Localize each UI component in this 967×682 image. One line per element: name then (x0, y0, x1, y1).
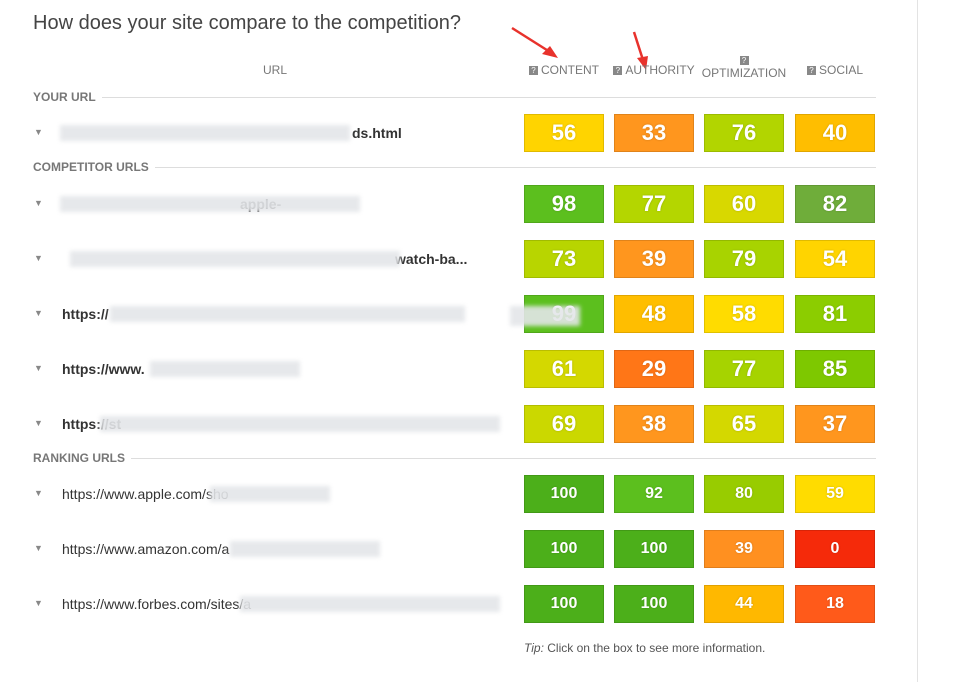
score-box[interactable]: 29 (614, 350, 694, 388)
expand-toggle[interactable]: ▼ (34, 488, 43, 498)
arrow-head (542, 46, 558, 58)
row-url: https:// (62, 306, 109, 322)
score-box[interactable]: 98 (524, 185, 604, 223)
score-box[interactable]: 38 (614, 405, 694, 443)
score-box[interactable]: 58 (704, 295, 784, 333)
score-box[interactable]: 39 (614, 240, 694, 278)
section-divider (131, 458, 876, 459)
score-box[interactable]: 100 (524, 475, 604, 513)
expand-toggle[interactable]: ▼ (34, 418, 43, 428)
annotation-arrows (511, 26, 648, 70)
score-box[interactable]: 69 (524, 405, 604, 443)
help-icon[interactable]: ? (739, 56, 749, 65)
score-box[interactable]: 77 (614, 185, 694, 223)
section-label: YOUR URL (33, 90, 96, 104)
column-header: ? AUTHORITY (604, 63, 704, 77)
score-box[interactable]: 100 (614, 530, 694, 568)
column-header: URL (262, 63, 287, 77)
tip-label: Tip: (524, 641, 544, 655)
tip-text: Click on the box to see more information… (547, 641, 766, 655)
score-box[interactable]: 65 (704, 405, 784, 443)
help-icon[interactable]: ? (529, 66, 538, 75)
score-box[interactable]: 100 (614, 585, 694, 623)
redaction (60, 196, 360, 212)
section-label: RANKING URLS (33, 451, 125, 465)
tip: Tip: Click on the box to see more inform… (524, 641, 765, 655)
redaction (230, 541, 380, 557)
score-box[interactable]: 44 (704, 585, 784, 623)
section-label: COMPETITOR URLS (33, 160, 149, 174)
redaction (100, 416, 500, 432)
expand-toggle[interactable]: ▼ (34, 598, 43, 608)
redaction (240, 596, 500, 612)
score-box[interactable]: 33 (614, 114, 694, 152)
score-box[interactable]: 61 (524, 350, 604, 388)
score-box[interactable]: 100 (524, 585, 604, 623)
score-box[interactable]: 59 (795, 475, 875, 513)
row-url: https://www.apple.com/sho (62, 486, 229, 502)
score-box[interactable]: 92 (614, 475, 694, 513)
score-box[interactable]: 18 (795, 585, 875, 623)
score-box[interactable]: 77 (704, 350, 784, 388)
score-box[interactable]: 0 (795, 530, 875, 568)
expand-toggle[interactable]: ▼ (34, 543, 43, 553)
score-box[interactable]: 40 (795, 114, 875, 152)
help-icon[interactable]: ? (613, 66, 623, 75)
score-box[interactable]: 39 (704, 530, 784, 568)
redaction (70, 251, 400, 267)
score-box[interactable]: 37 (795, 405, 875, 443)
score-box[interactable]: 73 (524, 240, 604, 278)
expand-toggle[interactable]: ▼ (34, 127, 43, 137)
column-label: CONTENT (541, 63, 599, 77)
page-title: How does your site compare to the compet… (33, 12, 461, 34)
score-box[interactable]: 100 (524, 530, 604, 568)
score-box[interactable]: 60 (704, 185, 784, 223)
column-label: SOCIAL (818, 63, 863, 77)
score-box[interactable]: 85 (795, 350, 875, 388)
redaction (150, 361, 300, 377)
score-box[interactable]: 81 (795, 295, 875, 333)
column-header: ? CONTENT (514, 63, 614, 77)
arrow (511, 26, 551, 54)
score-box[interactable]: 76 (704, 114, 784, 152)
redaction (510, 306, 580, 326)
row-url: https://www. (62, 361, 145, 377)
score-box[interactable]: 79 (704, 240, 784, 278)
column-header: ? OPTIMIZATION (694, 56, 794, 80)
redaction (110, 306, 465, 322)
row-url: https://www.amazon.com/a (62, 541, 230, 557)
row-url: watch-ba... (395, 251, 468, 267)
section-divider (102, 97, 876, 98)
expand-toggle[interactable]: ▼ (34, 363, 43, 373)
expand-toggle[interactable]: ▼ (34, 253, 43, 263)
row-url: https://www.forbes.com/sites/a (62, 596, 252, 612)
divider (917, 0, 918, 682)
row-url: ds.html (352, 125, 402, 141)
section-divider (155, 167, 876, 168)
column-label: AUTHORITY (625, 63, 695, 77)
expand-toggle[interactable]: ▼ (34, 198, 43, 208)
help-icon[interactable]: ? (806, 66, 816, 75)
score-box[interactable]: 82 (795, 185, 875, 223)
arrow-head (637, 56, 648, 70)
column-label: OPTIMIZATION (701, 66, 787, 80)
column-header: ? SOCIAL (785, 63, 885, 77)
score-box[interactable]: 48 (614, 295, 694, 333)
expand-toggle[interactable]: ▼ (34, 308, 43, 318)
arrow (632, 31, 645, 61)
score-box[interactable]: 56 (524, 114, 604, 152)
redaction (210, 486, 330, 502)
score-box[interactable]: 80 (704, 475, 784, 513)
redaction (60, 125, 350, 141)
score-box[interactable]: 54 (795, 240, 875, 278)
